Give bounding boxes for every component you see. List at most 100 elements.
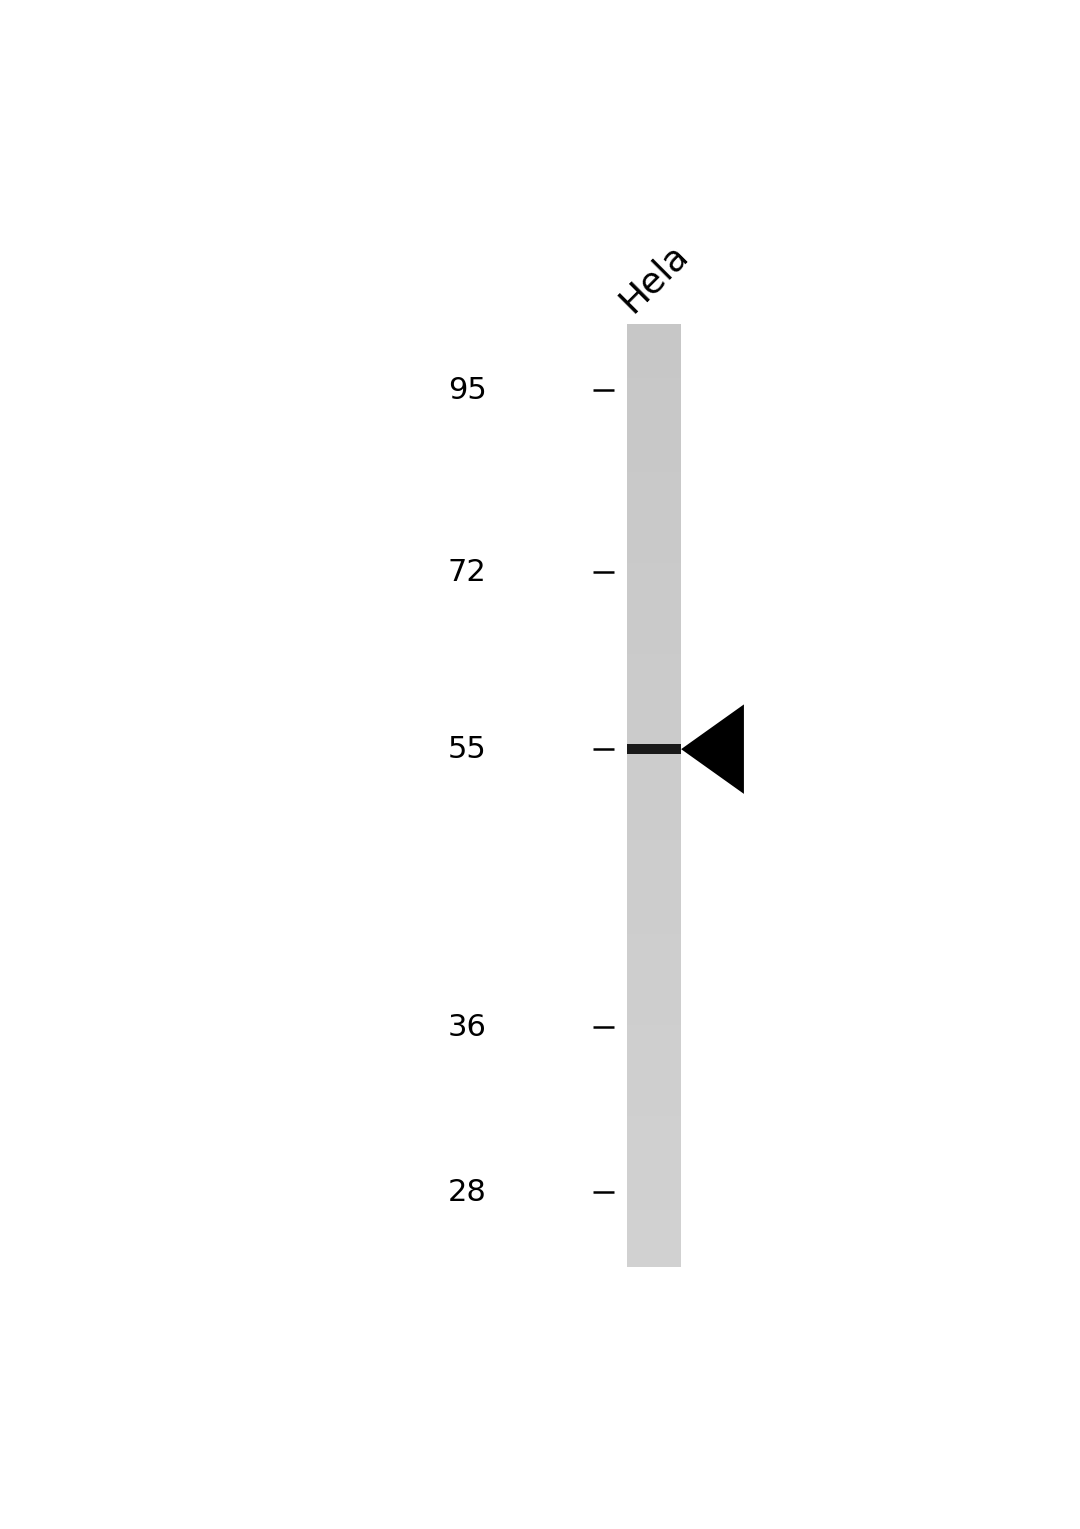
Bar (626, 884, 681, 887)
Bar (626, 422, 681, 425)
Bar (626, 500, 681, 503)
Bar (626, 965, 681, 968)
Bar (626, 992, 681, 997)
Bar (626, 998, 681, 1003)
Bar (626, 927, 681, 931)
Bar (626, 1248, 681, 1251)
Bar (626, 1168, 681, 1173)
Bar (626, 827, 681, 830)
Bar (626, 1174, 681, 1179)
Bar (626, 405, 681, 410)
Bar (626, 453, 681, 457)
Bar (626, 870, 681, 875)
Bar (626, 598, 681, 601)
Bar (626, 1234, 681, 1238)
Bar (626, 324, 681, 327)
Bar (626, 506, 681, 511)
Bar (626, 456, 681, 460)
Bar (626, 399, 681, 404)
Bar (626, 1015, 681, 1018)
Bar (626, 864, 681, 868)
Bar (626, 823, 681, 827)
Bar (626, 408, 681, 413)
Bar (626, 1135, 681, 1138)
Bar (626, 902, 681, 905)
Bar (626, 535, 681, 538)
Bar (626, 1043, 681, 1047)
Bar (626, 688, 681, 693)
Bar (626, 387, 681, 391)
Bar (626, 1209, 681, 1212)
Bar (626, 1119, 681, 1122)
Bar (626, 833, 681, 836)
Bar (626, 524, 681, 529)
Bar (626, 700, 681, 705)
Bar (626, 783, 681, 786)
Bar (626, 375, 681, 378)
Bar (626, 333, 681, 338)
Bar (626, 1003, 681, 1006)
Bar (626, 933, 681, 937)
Bar (626, 1034, 681, 1038)
Bar (626, 654, 681, 657)
Bar (626, 924, 681, 928)
Bar (626, 479, 681, 482)
Bar (626, 1153, 681, 1157)
Text: 36: 36 (448, 1012, 486, 1041)
Bar (626, 1012, 681, 1015)
Bar (626, 482, 681, 485)
Bar (626, 873, 681, 878)
Bar (626, 459, 681, 463)
Bar (626, 1055, 681, 1060)
Bar (626, 1179, 681, 1182)
Bar (626, 830, 681, 833)
Bar (626, 1109, 681, 1113)
Bar (626, 1185, 681, 1188)
Bar (626, 1200, 681, 1203)
Bar (626, 450, 681, 454)
Bar (626, 538, 681, 541)
Bar (626, 550, 681, 553)
Bar (626, 676, 681, 679)
Bar (626, 760, 681, 764)
Bar (626, 708, 681, 711)
Bar (626, 717, 681, 720)
Bar (626, 729, 681, 732)
Bar (626, 771, 681, 774)
Bar (626, 685, 681, 690)
Bar (626, 518, 681, 523)
Bar (626, 968, 681, 971)
Bar (626, 836, 681, 839)
Bar (626, 670, 681, 673)
Bar (626, 628, 681, 633)
Bar (626, 622, 681, 627)
Bar (626, 359, 681, 362)
Bar (626, 1242, 681, 1245)
Bar (626, 1105, 681, 1110)
Bar (626, 532, 681, 535)
Bar (626, 789, 681, 792)
Bar (626, 644, 681, 648)
Bar (626, 428, 681, 431)
Bar (626, 1102, 681, 1107)
Bar (626, 751, 681, 755)
Bar (626, 1093, 681, 1098)
Bar (626, 372, 681, 375)
Bar (626, 1159, 681, 1164)
Bar (626, 986, 681, 991)
Bar (626, 664, 681, 667)
Bar (626, 842, 681, 846)
Bar (626, 1078, 681, 1081)
Bar (626, 1112, 681, 1116)
Bar (626, 1138, 681, 1141)
Bar (626, 356, 681, 359)
Bar (626, 867, 681, 872)
Bar (626, 1144, 681, 1147)
Bar (626, 431, 681, 434)
Bar (626, 1024, 681, 1027)
Bar (626, 971, 681, 974)
Bar (626, 581, 681, 586)
Bar (626, 792, 681, 795)
Bar (626, 980, 681, 985)
Bar (626, 509, 681, 514)
